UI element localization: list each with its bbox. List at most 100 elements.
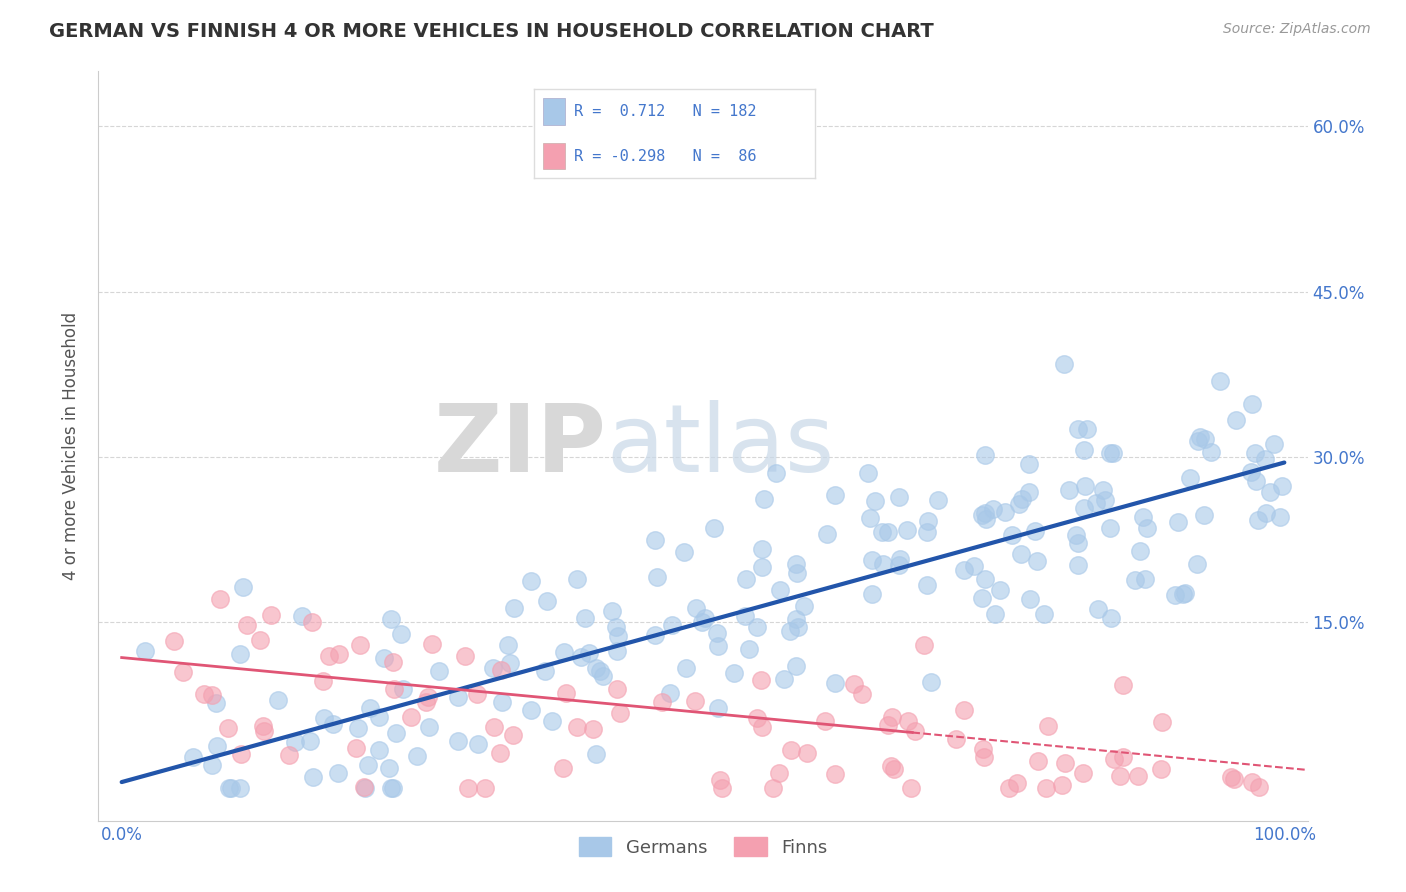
Point [994, 505, 1017, 519]
Point [1263, 437, 1285, 451]
Point [567, 572, 589, 586]
Point [703, 521, 725, 535]
Point [751, 720, 773, 734]
Point [481, 661, 503, 675]
Point [974, 448, 997, 462]
Point [1057, 483, 1080, 498]
Point [751, 541, 773, 556]
Point [1085, 496, 1108, 510]
Bar [543, 98, 565, 125]
Point [645, 570, 668, 584]
Point [380, 780, 402, 795]
Point [1076, 422, 1098, 436]
Point [1132, 510, 1154, 524]
Point [1240, 775, 1263, 789]
Point [785, 659, 807, 673]
Point [752, 492, 775, 507]
Point [1032, 607, 1054, 621]
Point [953, 562, 976, 576]
Point [278, 747, 301, 762]
Point [360, 701, 382, 715]
Point [707, 639, 730, 653]
Point [574, 611, 596, 625]
Point [1240, 465, 1263, 479]
Point [990, 583, 1012, 598]
Point [368, 710, 391, 724]
Point [1010, 547, 1032, 561]
Point [973, 749, 995, 764]
Point [454, 648, 477, 663]
Point [877, 718, 900, 732]
Point [661, 617, 683, 632]
Point [496, 638, 519, 652]
Point [904, 723, 927, 738]
Point [181, 750, 204, 764]
Point [659, 686, 682, 700]
Point [711, 780, 734, 795]
Point [373, 650, 395, 665]
Point [896, 524, 918, 538]
Point [588, 664, 610, 678]
Point [706, 626, 728, 640]
Point [1071, 765, 1094, 780]
Point [749, 673, 772, 687]
Point [231, 747, 253, 761]
Point [1225, 413, 1247, 427]
Point [519, 574, 541, 589]
Point [856, 466, 879, 480]
Text: ZIP: ZIP [433, 400, 606, 492]
Point [842, 677, 865, 691]
Point [824, 675, 846, 690]
Point [354, 780, 377, 795]
Point [887, 558, 910, 573]
Point [1246, 513, 1268, 527]
Point [391, 627, 413, 641]
Point [692, 615, 714, 630]
Point [1246, 474, 1268, 488]
Point [299, 734, 322, 748]
Point [673, 545, 696, 559]
Point [217, 721, 239, 735]
Point [644, 628, 666, 642]
Point [984, 607, 1007, 621]
Point [205, 739, 228, 754]
Point [1091, 483, 1114, 497]
Point [859, 511, 882, 525]
Point [565, 720, 588, 734]
Point [1150, 762, 1173, 776]
Point [745, 711, 768, 725]
Point [520, 703, 543, 717]
Point [399, 710, 422, 724]
Point [427, 664, 450, 678]
Point [1011, 492, 1033, 507]
Point [1007, 776, 1029, 790]
Point [1112, 750, 1135, 764]
Point [201, 757, 224, 772]
Point [252, 719, 274, 733]
Point [1254, 452, 1277, 467]
Point [377, 761, 399, 775]
Point [685, 601, 707, 615]
Point [1129, 544, 1152, 558]
Point [882, 710, 904, 724]
Point [644, 533, 666, 547]
Point [536, 594, 558, 608]
Point [474, 780, 496, 795]
Point [1208, 374, 1230, 388]
Point [302, 770, 325, 784]
Point [1035, 780, 1057, 795]
Point [381, 655, 404, 669]
Point [578, 646, 600, 660]
Point [779, 743, 801, 757]
Point [1074, 479, 1097, 493]
Point [368, 742, 391, 756]
Point [787, 619, 810, 633]
Point [772, 672, 794, 686]
Point [284, 734, 307, 748]
Point [1018, 458, 1040, 472]
Point [405, 748, 427, 763]
Point [723, 666, 745, 681]
Point [1067, 536, 1090, 550]
Point [134, 643, 156, 657]
Text: atlas: atlas [606, 400, 835, 492]
